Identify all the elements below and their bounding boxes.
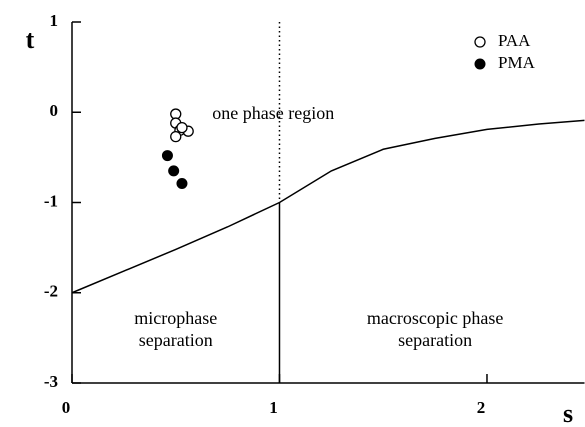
annotation: separation xyxy=(398,330,472,350)
y-tick-label: -1 xyxy=(44,191,58,210)
legend-label: PMA xyxy=(498,53,536,72)
x-tick-label: 1 xyxy=(269,398,278,417)
y-tick-label: -2 xyxy=(44,282,58,301)
annotation: macroscopic phase xyxy=(367,308,503,328)
annotation: one phase region xyxy=(212,103,334,123)
annotation: separation xyxy=(139,330,213,350)
legend-marker xyxy=(474,36,486,48)
point xyxy=(176,178,188,190)
x-tick-label: 0 xyxy=(62,398,71,417)
y-tick-label: 1 xyxy=(50,11,59,30)
legend-marker xyxy=(474,58,486,70)
x-tick-label: 2 xyxy=(477,398,486,417)
y-tick-label: 0 xyxy=(50,101,59,120)
annotation: microphase xyxy=(134,308,217,328)
legend-label: PAA xyxy=(498,31,531,50)
x-axis-label: s xyxy=(563,399,573,427)
curve xyxy=(71,119,585,294)
y-tick-label: -3 xyxy=(44,372,58,391)
point xyxy=(176,121,188,134)
y-axis-label: t xyxy=(26,25,35,54)
point xyxy=(170,130,182,143)
point xyxy=(161,150,173,162)
point xyxy=(168,165,180,177)
